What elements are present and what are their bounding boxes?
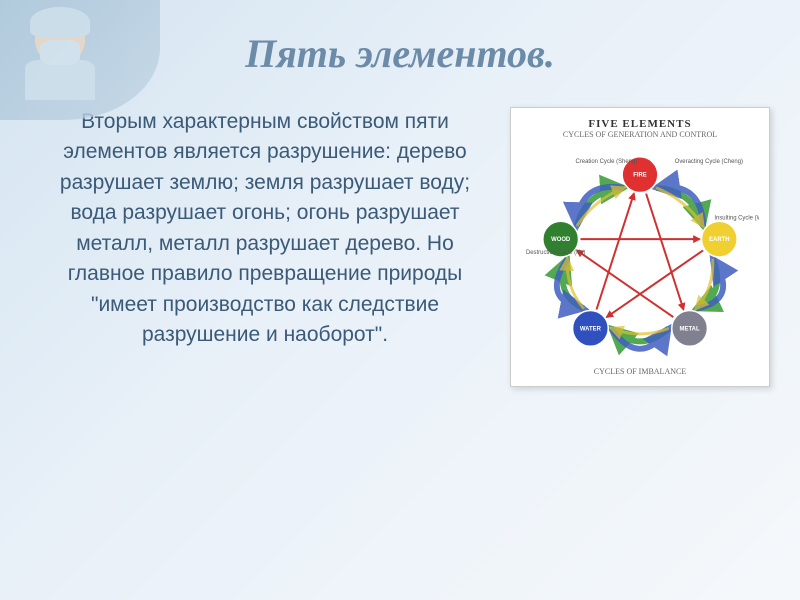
diagram-title: FIVE ELEMENTS — [588, 118, 691, 130]
svg-text:Insulting Cycle (Wu): Insulting Cycle (Wu) — [714, 215, 759, 221]
diagram-footer: CYCLES OF IMBALANCE — [594, 367, 686, 376]
svg-text:METAL: METAL — [680, 326, 700, 332]
body-text: Вторым характерным свойством пяти элемен… — [40, 107, 490, 387]
diagram-subtitle: CYCLES OF GENERATION AND CONTROL — [563, 130, 717, 139]
surgeon-illustration — [20, 15, 100, 105]
content-row: Вторым характерным свойством пяти элемен… — [0, 77, 800, 387]
svg-text:Overacting Cycle (Cheng): Overacting Cycle (Cheng) — [675, 159, 743, 165]
svg-text:EARTH: EARTH — [709, 237, 729, 243]
svg-text:Destruction Cycle (Ke): Destruction Cycle (Ke) — [526, 250, 585, 256]
svg-text:WOOD: WOOD — [551, 237, 571, 243]
svg-text:FIRE: FIRE — [633, 173, 647, 179]
svg-text:Creation Cycle (Sheng): Creation Cycle (Sheng) — [576, 159, 638, 165]
diagram-svg: FIRE EARTH METAL WATER WOOD Creation Cycle (S… — [521, 143, 759, 365]
svg-text:WATER: WATER — [580, 326, 602, 332]
five-elements-diagram: FIVE ELEMENTS CYCLES OF GENERATION AND C… — [510, 107, 770, 387]
